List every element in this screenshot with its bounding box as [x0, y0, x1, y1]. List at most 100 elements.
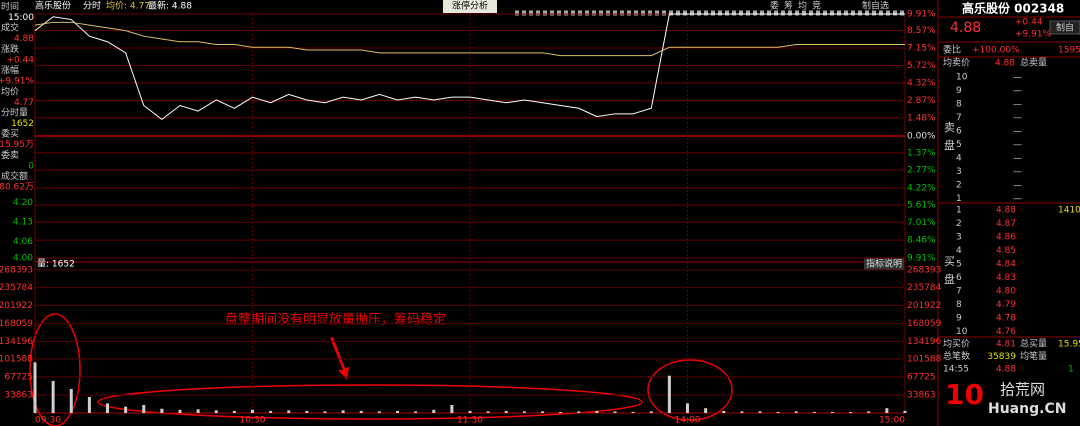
volume-bar	[232, 410, 236, 413]
highlight-ellipse	[29, 313, 81, 426]
level: 6	[956, 273, 962, 283]
y2-tick-label: 8.46%	[907, 236, 936, 246]
stock-name: 高乐股份	[35, 0, 71, 12]
avg-price: 均价: 4.77	[106, 0, 150, 12]
y2-tick-label: 9.91%	[907, 254, 936, 264]
watermark-num: 10	[945, 378, 984, 411]
level: 1	[956, 194, 962, 204]
y2-tick-label: 168059	[907, 319, 942, 329]
level: 3	[956, 233, 962, 243]
volume-bar	[51, 381, 55, 413]
volume-bar	[577, 411, 581, 413]
y2-tick-label: 2.77%	[907, 166, 936, 176]
tab-box[interactable]	[443, 0, 497, 13]
side-label: 盘	[944, 272, 955, 286]
y2-tick-label: 134196	[907, 337, 942, 347]
volume-bar	[631, 411, 635, 413]
sell-volume: —	[1013, 154, 1022, 164]
info-value: 15.95万	[0, 140, 34, 150]
volume-bar	[69, 389, 73, 413]
highlight-ellipse	[647, 359, 733, 421]
tab[interactable]: 涨停分析	[452, 0, 488, 12]
volume-bar	[867, 411, 871, 413]
summary-cell: 35839	[987, 352, 1016, 362]
indicator-button-box[interactable]	[864, 258, 904, 270]
level: 1	[956, 206, 962, 216]
quote-button[interactable]: 制自	[1056, 22, 1074, 34]
level: 6	[956, 127, 962, 137]
y2-tick-label: 5.61%	[907, 201, 936, 211]
volume-bar	[251, 409, 254, 413]
watermark-domain: Huang.CN	[988, 401, 1066, 417]
volume-bar	[686, 403, 689, 413]
volume-bar	[704, 408, 708, 413]
volume-bar	[758, 411, 762, 413]
y2-tick-label: 268393	[907, 266, 941, 276]
toolbar-button[interactable]: 竞	[812, 0, 821, 12]
y-tick-label: 101588	[0, 354, 33, 364]
x-tick-label: 14:00	[675, 416, 701, 426]
toolbar-button[interactable]: 均	[798, 0, 807, 12]
info-value: 0	[28, 161, 34, 171]
summary-cell: 4.88	[996, 365, 1016, 375]
x-tick-label: 11:30	[457, 416, 483, 426]
price-line	[34, 13, 905, 120]
volume-bar	[613, 411, 617, 413]
y2-tick-label: 9.91%	[907, 10, 936, 20]
volume-bar	[377, 411, 381, 413]
quote-button-box[interactable]	[1049, 20, 1080, 35]
toolbar-more[interactable]: 制自选	[862, 0, 889, 12]
side-label: 买	[944, 255, 955, 268]
volume-bar	[450, 405, 454, 413]
mode: 分时	[83, 0, 101, 12]
sell-volume: —	[1013, 127, 1022, 137]
info-label: 时间	[1, 1, 19, 13]
toolbar-button[interactable]: 委	[770, 0, 779, 12]
volume-bar	[667, 375, 671, 413]
x-tick-label: 09:30	[35, 416, 61, 426]
volume-bar	[740, 411, 744, 413]
buy-price: 4.85	[996, 246, 1016, 256]
indicator-button[interactable]: 指标说明	[866, 258, 902, 270]
level: 9	[956, 314, 962, 324]
summary-cell: 总笔数	[943, 350, 970, 362]
quote-price: 4.88	[950, 20, 981, 36]
sell-volume: —	[1013, 73, 1022, 83]
buy-price: 4.79	[996, 300, 1016, 310]
watermark-site: 拾荒网	[1000, 381, 1045, 399]
volume-bar	[414, 411, 418, 413]
y-tick-label: 4.00	[13, 254, 33, 264]
y2-tick-label: 67725	[907, 372, 936, 382]
summary-cell: 均买价	[943, 338, 970, 350]
x-tick-label: 10:30	[240, 416, 266, 426]
volume-bar	[87, 397, 91, 413]
info-label: 分时量	[1, 107, 28, 119]
volume-bar	[885, 408, 889, 413]
volume-bar	[486, 411, 490, 413]
volume-bar	[812, 411, 816, 413]
volume-bar	[323, 411, 327, 413]
volume-bar	[541, 411, 544, 413]
y2-tick-label: 5.72%	[907, 61, 936, 71]
y2-tick-label: 2.87%	[907, 96, 936, 106]
info-label: 成交	[1, 22, 19, 34]
volume-bar	[831, 411, 834, 413]
y-tick-label: 4.06	[13, 237, 33, 247]
info-value: 1652	[11, 119, 34, 129]
y2-tick-label: 33863	[907, 390, 936, 400]
level: 4	[956, 154, 962, 164]
summary-cell: 14:55	[943, 365, 969, 375]
toolbar-button[interactable]: 筹	[784, 0, 793, 12]
buy-price: 4.80	[996, 287, 1016, 297]
level: 2	[956, 219, 962, 229]
volume-title: 量: 1652	[37, 259, 75, 270]
info-value: 4.77	[14, 98, 34, 108]
info-value: +9.91%	[0, 77, 34, 87]
y-tick-label: 201922	[0, 301, 33, 311]
summary-cell: 总买量	[1020, 338, 1047, 350]
volume-bar	[849, 411, 853, 413]
volume-bar	[794, 411, 798, 413]
highlight-ellipse	[97, 384, 643, 420]
sell-volume: —	[1013, 181, 1022, 191]
y-tick-label: 4.13	[13, 217, 33, 227]
